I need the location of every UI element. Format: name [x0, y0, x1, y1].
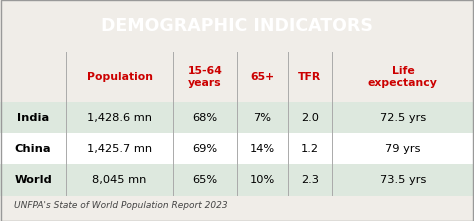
- Text: 8,045 mn: 8,045 mn: [92, 175, 147, 185]
- Text: 1,425.7 mn: 1,425.7 mn: [87, 144, 152, 154]
- Text: Population: Population: [87, 72, 153, 82]
- Text: China: China: [15, 144, 52, 154]
- Bar: [0, 102, 474, 133]
- Text: 14%: 14%: [250, 144, 275, 154]
- Text: 65+: 65+: [250, 72, 274, 82]
- Text: 2.3: 2.3: [301, 175, 319, 185]
- Text: Life
expectancy: Life expectancy: [368, 66, 438, 88]
- Text: 1.2: 1.2: [301, 144, 319, 154]
- Bar: [0, 133, 474, 164]
- Text: India: India: [17, 113, 49, 123]
- Text: 10%: 10%: [250, 175, 275, 185]
- Text: 72.5 yrs: 72.5 yrs: [380, 113, 426, 123]
- Text: 69%: 69%: [192, 144, 218, 154]
- Text: TFR: TFR: [298, 72, 321, 82]
- Bar: [0, 164, 474, 196]
- Text: 68%: 68%: [192, 113, 218, 123]
- Text: 79 yrs: 79 yrs: [385, 144, 420, 154]
- Text: 1,428.6 mn: 1,428.6 mn: [87, 113, 152, 123]
- Text: 2.0: 2.0: [301, 113, 319, 123]
- Text: 65%: 65%: [192, 175, 218, 185]
- Text: 15-64
years: 15-64 years: [188, 66, 222, 88]
- Text: 73.5 yrs: 73.5 yrs: [380, 175, 426, 185]
- Text: DEMOGRAPHIC INDICATORS: DEMOGRAPHIC INDICATORS: [101, 17, 373, 35]
- Text: UNFPA's State of World Population Report 2023: UNFPA's State of World Population Report…: [14, 201, 228, 210]
- Text: World: World: [14, 175, 52, 185]
- Text: 7%: 7%: [254, 113, 271, 123]
